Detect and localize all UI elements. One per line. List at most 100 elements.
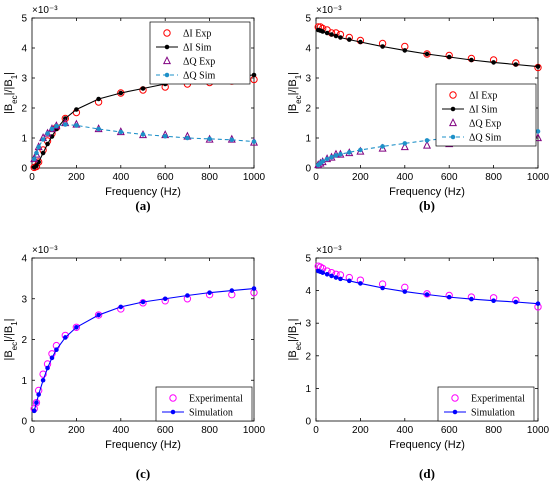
data-point bbox=[513, 299, 519, 305]
data-point bbox=[74, 107, 79, 112]
y-tick-label: 1 bbox=[21, 134, 27, 145]
data-point bbox=[380, 285, 385, 291]
data-point bbox=[424, 292, 430, 297]
data-point bbox=[185, 135, 190, 141]
data-point bbox=[49, 355, 55, 361]
data-point bbox=[54, 347, 59, 352]
data-point bbox=[533, 133, 543, 142]
legend-marker bbox=[162, 56, 172, 65]
legend-label: ΔQ Sim bbox=[469, 133, 501, 144]
panel-label: (d) bbox=[419, 466, 435, 481]
x-axis-label: Frequency (Hz) bbox=[389, 186, 465, 198]
data-point bbox=[338, 276, 343, 282]
data-point bbox=[40, 150, 46, 156]
data-point bbox=[469, 57, 474, 63]
data-point bbox=[229, 288, 235, 293]
data-point bbox=[347, 37, 352, 42]
data-point bbox=[333, 153, 339, 158]
data-point bbox=[74, 123, 79, 128]
data-point bbox=[185, 293, 190, 298]
x-tick-label: 0 bbox=[313, 425, 319, 436]
data-point bbox=[380, 44, 385, 49]
data-point bbox=[333, 275, 339, 280]
data-point bbox=[207, 290, 212, 295]
data-point bbox=[358, 281, 363, 286]
data-point bbox=[333, 33, 339, 39]
data-point bbox=[45, 141, 50, 147]
legend-marker bbox=[452, 409, 458, 415]
data-point bbox=[140, 86, 146, 91]
legend-marker bbox=[450, 134, 456, 140]
chart-panel-d: 0 200 400 600 800 1000 0 1 2 3 4 5 ×10⁻³ Frequency (H… bbox=[287, 245, 550, 481]
y-multiplier-label: ×10⁻³ bbox=[316, 245, 342, 256]
series-1 bbox=[315, 27, 541, 69]
x-tick-label: 1000 bbox=[243, 425, 266, 436]
data-point bbox=[324, 272, 330, 277]
y-multiplier-label: ×10⁻³ bbox=[32, 5, 58, 16]
data-point bbox=[96, 312, 101, 318]
legend-label: ΔQ Exp bbox=[469, 119, 501, 130]
y-tick-label: 4 bbox=[305, 286, 311, 297]
legend-label: ΔI Sim bbox=[469, 105, 498, 116]
data-point bbox=[31, 156, 37, 162]
legend-label: ΔI Exp bbox=[469, 91, 497, 102]
y-tick-label: 4 bbox=[21, 44, 27, 55]
legend-marker bbox=[170, 409, 176, 415]
data-point bbox=[207, 136, 212, 142]
chart-panel-b: 0 200 400 600 800 1000 0 1 2 3 4 5 ×10⁻³ Frequency (H… bbox=[287, 5, 550, 213]
legend-label: Experimental bbox=[189, 394, 243, 405]
data-point bbox=[535, 129, 541, 134]
data-point bbox=[422, 140, 432, 149]
data-point bbox=[61, 114, 70, 123]
panel-label: (b) bbox=[419, 198, 435, 213]
data-point bbox=[74, 324, 79, 330]
data-point bbox=[39, 370, 47, 378]
data-point bbox=[162, 133, 168, 139]
legend-marker bbox=[449, 91, 457, 99]
data-point bbox=[45, 131, 50, 136]
data-point bbox=[402, 141, 408, 146]
legend-marker bbox=[450, 106, 456, 112]
y-tick-label: 2 bbox=[21, 335, 27, 346]
y-tick-label: 4 bbox=[305, 44, 311, 55]
data-point bbox=[491, 298, 496, 304]
data-point bbox=[34, 150, 39, 156]
data-point bbox=[162, 296, 168, 302]
x-tick-label: 600 bbox=[441, 425, 458, 436]
data-point bbox=[380, 144, 385, 149]
legend-marker bbox=[164, 72, 170, 78]
data-point bbox=[338, 35, 343, 40]
data-point bbox=[329, 273, 334, 279]
data-point bbox=[45, 365, 50, 371]
legend: Experimental Simulation bbox=[155, 386, 253, 422]
series-1 bbox=[315, 268, 541, 306]
x-tick-label: 400 bbox=[112, 172, 129, 183]
data-point bbox=[49, 126, 55, 132]
data-point bbox=[329, 32, 334, 37]
data-point bbox=[118, 90, 124, 96]
y-tick-label: 2 bbox=[305, 351, 311, 362]
y-tick-label: 5 bbox=[21, 14, 27, 25]
x-tick-label: 1000 bbox=[527, 425, 550, 436]
data-point bbox=[320, 270, 325, 275]
data-point bbox=[251, 286, 257, 291]
data-point bbox=[535, 64, 541, 69]
data-point bbox=[251, 139, 257, 144]
x-axis-label: Frequency (Hz) bbox=[105, 439, 181, 451]
data-point bbox=[63, 335, 68, 340]
legend-label: ΔI Exp bbox=[183, 29, 211, 40]
data-point bbox=[338, 151, 343, 157]
data-point bbox=[358, 147, 363, 153]
data-point bbox=[96, 96, 101, 102]
legend-label: Experimental bbox=[471, 394, 525, 405]
x-tick-label: 800 bbox=[201, 425, 218, 436]
data-point bbox=[31, 408, 37, 414]
data-point bbox=[36, 144, 41, 150]
data-point bbox=[513, 62, 519, 67]
data-point bbox=[96, 126, 101, 132]
data-point bbox=[400, 142, 409, 151]
series-1 bbox=[31, 286, 257, 414]
x-tick-label: 0 bbox=[29, 172, 35, 183]
data-point bbox=[140, 299, 146, 305]
y-multiplier-label: ×10⁻³ bbox=[32, 245, 58, 256]
